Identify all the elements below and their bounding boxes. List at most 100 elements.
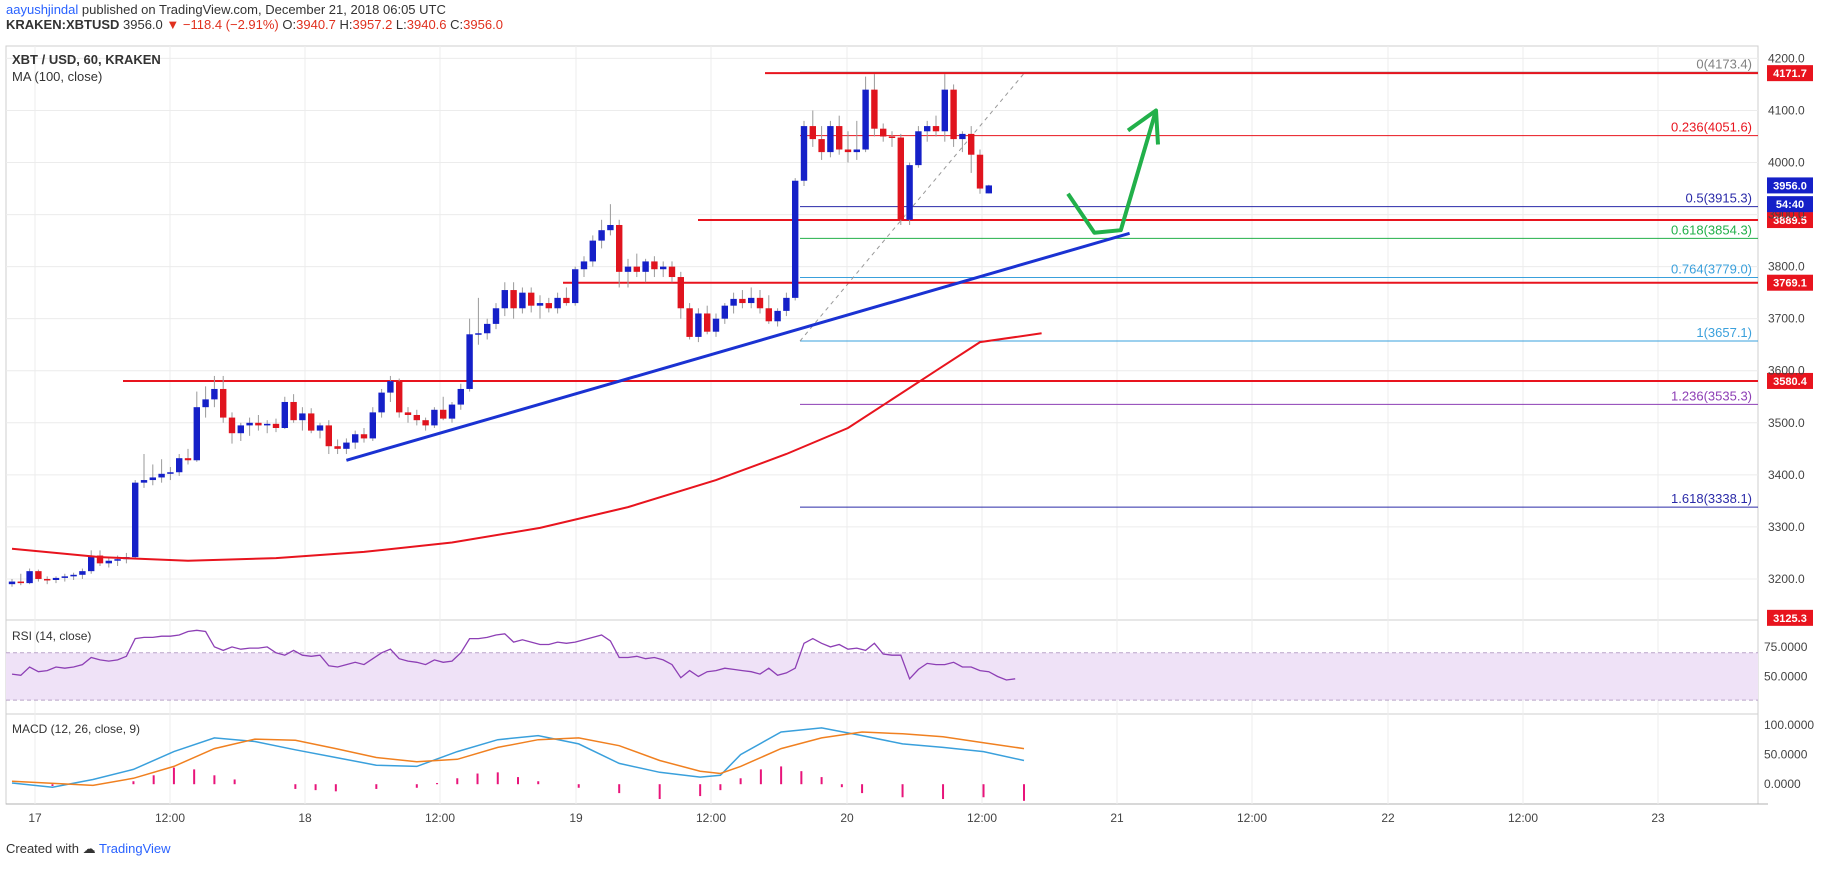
candle-body [985,185,992,194]
fib-level-label: 0.236(4051.6) [1671,120,1752,135]
price-tick-label: 3200.0 [1768,572,1805,586]
macd-panel-frame [5,713,1759,805]
candle-body [660,266,667,270]
price-tick-label: 3600.0 [1768,364,1805,378]
candle-body [440,409,447,419]
projection-arrow[interactable] [1066,108,1160,235]
fib-level-label: 0.764(3779.0) [1671,262,1752,277]
time-tick-label: 18 [298,811,312,825]
candle-body [809,126,816,140]
candle-body [352,434,359,443]
candle-body [844,149,852,153]
candle-body [70,574,77,577]
author-link[interactable]: aayushjindal [6,2,79,17]
candle-body [140,480,148,483]
candle-body [61,576,68,578]
footer-brand-link[interactable]: TradingView [99,841,171,856]
candle-body [501,290,508,309]
trend-line[interactable] [345,231,1131,462]
fib-level-label: 0.618(3854.3) [1671,222,1752,237]
candle-body [378,392,385,413]
candle-body [862,89,869,150]
rsi-legend: RSI (14, close) [12,629,91,643]
fib-level-label: 1.618(3338.1) [1671,491,1752,506]
candle-body [607,224,614,231]
macd-legend: MACD (12, 26, close, 9) [12,722,140,736]
candle-body [220,388,227,418]
macd-indicator: 0.0000 50.0000 100.0000 [11,718,1814,801]
candle-body [44,578,51,581]
candle-body [184,458,192,461]
candle-body [272,423,280,428]
candle-body [651,261,658,270]
candle-body [88,555,95,572]
time-axis[interactable]: 17 12:00 18 12:00 19 12:00 20 12:00 21 12:00 22 12:… [28,811,1665,825]
candle-body [686,308,693,337]
candle-body [774,310,781,322]
ascending-trendline [345,231,1131,462]
candle-body [316,425,324,431]
price-tick-label: 4100.0 [1768,103,1805,117]
time-tick-label: 12:00 [155,811,185,825]
candle-body [35,571,42,579]
candle-body [598,230,605,241]
rsi-band [6,652,1758,701]
price-tick-label: 4000.0 [1768,156,1805,170]
time-tick-label: 12:00 [696,811,726,825]
price-change: ▼ −118.4 (−2.91%) [166,17,279,32]
candle-body [246,422,253,426]
candle-body [668,266,676,278]
candle-body [633,266,640,272]
candle-body [290,401,297,421]
candlestick-series [8,74,992,587]
level-badge-label: 4171.7 [1773,68,1807,80]
candle-body [211,388,218,400]
candle-body [396,381,403,413]
moving-average-line [11,332,1042,562]
candle-body [968,133,975,155]
candle-body [264,423,271,426]
price-axis[interactable]: 3200.0 3300.0 3400.0 3500.0 3600.0 3700.0 3800… [1767,51,1813,626]
candle-body [457,388,464,405]
ma-legend: MA (100, close) [12,69,102,84]
candle-body [748,297,755,304]
candle-body [976,154,984,189]
macd-tick-label: 0.0000 [1764,777,1801,791]
publish-info: published on TradingView.com, December 2… [78,2,446,17]
price-tick-label: 4200.0 [1768,51,1805,65]
candle-body [114,559,121,561]
fib-retracement[interactable]: 0(4173.4) 0.236(4051.6) 0.5(3915.3) 0.618(3… [799,56,1758,508]
candle-body [906,165,913,220]
candle-body [466,334,473,389]
candle-body [202,399,209,408]
time-tick-label: 20 [840,811,854,825]
candle-body [624,266,632,272]
candle-body [149,477,156,481]
candle-body [959,133,966,140]
candle-body [827,126,834,153]
candle-body [492,308,500,324]
candle-body [96,555,104,564]
resistance-lines[interactable]: 4171.7 3889.5 3769.1 3580.4 [123,65,1813,389]
rsi-line [11,629,1016,681]
price-badge [1767,196,1813,213]
candle-body [413,414,420,421]
low-value: 3940.6 [406,17,447,32]
candle-body [167,472,174,474]
candle-body [325,425,332,447]
price-badge [1767,609,1813,626]
open-value: 3940.7 [296,17,336,32]
candle-body [853,149,860,153]
candle-body [528,292,535,306]
level-badge [1767,372,1813,389]
candle-body [818,139,825,153]
candle-body [404,412,412,415]
time-tick-label: 21 [1110,811,1124,825]
candle-body [721,305,728,319]
candle-body [589,240,596,262]
price-tick-label: 3300.0 [1768,520,1805,534]
candle-body [308,413,315,431]
candle-body [176,458,183,473]
candle-body [704,313,711,332]
